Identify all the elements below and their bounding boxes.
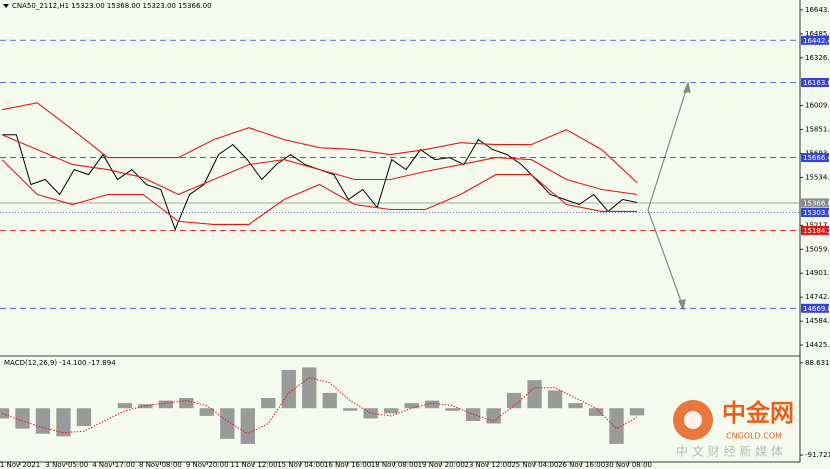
level-tag-box bbox=[801, 78, 829, 88]
level-tag-label: 16163.00 bbox=[803, 79, 830, 87]
macd-bar bbox=[445, 408, 460, 411]
level-tag-box bbox=[801, 207, 829, 217]
macd-bar bbox=[547, 390, 563, 409]
macd-bar bbox=[343, 408, 358, 411]
band-line bbox=[1, 159, 637, 225]
level-tag-box bbox=[801, 225, 829, 235]
arrow-up bbox=[647, 86, 688, 211]
macd-title: MACD(12,26,9) -14.100 -17.894 bbox=[4, 359, 116, 367]
macd-bar bbox=[15, 408, 30, 429]
macd-bar bbox=[0, 408, 10, 419]
level-tag: 15366.00 bbox=[801, 198, 830, 208]
level-tag-label: 16442.48 bbox=[803, 37, 830, 45]
watermark-domain: CNGOLD.COM bbox=[726, 432, 782, 441]
macd-signal bbox=[1, 377, 638, 435]
x-tick-label: 18 Nov 08:00 bbox=[371, 461, 418, 469]
y-tick-label: 15851.40 bbox=[805, 126, 830, 134]
x-tick-label: 9 Nov 20:00 bbox=[186, 461, 229, 469]
projection-arrows bbox=[647, 81, 691, 311]
y-tick-label: 14584.20 bbox=[805, 317, 830, 325]
level-tag-label: 14669.06 bbox=[803, 305, 830, 313]
y-tick-label: 15217.80 bbox=[805, 221, 830, 229]
watermark: 中金网 CNGOLD.COM 中 文 财 经 新 媒 体 bbox=[673, 399, 794, 459]
chart-title: CNA50_2112,H1 15323.00 15368.00 15323.00… bbox=[12, 2, 212, 10]
level-tag-box bbox=[801, 153, 829, 163]
x-tick-label: 23 Nov 12:00 bbox=[464, 461, 511, 469]
x-tick-label: 1 Nov 2021 bbox=[0, 461, 40, 469]
macd-bar bbox=[568, 403, 583, 409]
y-tick-label: 14425.80 bbox=[805, 341, 830, 349]
macd-bar bbox=[424, 400, 440, 409]
band-line bbox=[1, 134, 638, 196]
x-tick-label: 30 Nov 08:00 bbox=[605, 461, 652, 469]
menu-arrow bbox=[3, 4, 9, 8]
arrow-down bbox=[647, 209, 683, 305]
macd-bar bbox=[56, 408, 71, 437]
level-tag-box bbox=[801, 35, 829, 45]
macd-bar bbox=[179, 398, 194, 409]
macd-bar bbox=[506, 392, 522, 409]
y-tick-label: 16485.00 bbox=[805, 30, 830, 38]
x-tick-label: 25 Nov 04:00 bbox=[511, 461, 558, 469]
macd-bar bbox=[117, 403, 133, 409]
arrow-up-head bbox=[683, 81, 691, 93]
y-tick-label: 15534.60 bbox=[805, 173, 830, 181]
macd-bar bbox=[609, 408, 624, 444]
macd-bar bbox=[158, 400, 174, 409]
x-tick-label: 8 Nov 08:00 bbox=[139, 461, 182, 469]
macd-bar bbox=[302, 367, 317, 409]
level-tag: 16163.00 bbox=[801, 78, 830, 88]
macd-bar bbox=[363, 408, 378, 419]
macd-tick-label: -91.721 bbox=[805, 451, 830, 459]
y-tick-label: 14742.60 bbox=[805, 293, 830, 301]
level-tag-label: 15303.00 bbox=[803, 209, 830, 217]
x-tick-label: 16 Nov 16:00 bbox=[324, 461, 371, 469]
watermark-name: 中金网 bbox=[722, 399, 794, 427]
level-tag-label: 15666.41 bbox=[803, 154, 830, 162]
arrow-down-head bbox=[678, 299, 686, 311]
macd-bar bbox=[261, 398, 276, 409]
macd-bar bbox=[322, 392, 337, 409]
level-tag-box bbox=[801, 198, 829, 208]
macd-bar bbox=[240, 408, 255, 444]
macd-bar bbox=[527, 380, 542, 409]
logo-inner bbox=[684, 411, 702, 429]
level-tag-label: 15184.26 bbox=[803, 227, 830, 235]
level-tag: 15666.41 bbox=[801, 153, 830, 163]
y-tick-label: 14901.00 bbox=[805, 269, 830, 277]
macd-bar bbox=[76, 408, 92, 427]
macd-bar bbox=[138, 404, 153, 409]
level-tag-box bbox=[801, 303, 829, 313]
watermark-slogan: 中 文 财 经 新 媒 体 bbox=[676, 444, 783, 459]
x-tick-label: 15 Nov 04:00 bbox=[277, 461, 324, 469]
x-tick-label: 3 Nov 05:00 bbox=[45, 461, 88, 469]
band-line bbox=[1, 102, 638, 184]
macd-tick-label: 88.631 bbox=[805, 359, 830, 367]
macd-bar bbox=[384, 408, 399, 414]
macd-bar bbox=[486, 408, 501, 424]
macd-bar bbox=[220, 408, 235, 439]
x-tick-label: 19 Nov 20:00 bbox=[418, 461, 465, 469]
level-tag: 15303.00 bbox=[801, 207, 830, 217]
macd-bar bbox=[588, 408, 604, 416]
macd-bar bbox=[281, 369, 296, 409]
macd-bar bbox=[404, 403, 419, 409]
macd-bar bbox=[199, 408, 215, 416]
level-tag: 16442.48 bbox=[801, 35, 830, 45]
x-tick-label: 26 Nov 16:00 bbox=[558, 461, 605, 469]
y-tick-label: 16643.40 bbox=[805, 6, 830, 14]
level-tag: 14669.06 bbox=[801, 303, 830, 313]
y-tick-label: 16009.80 bbox=[805, 102, 830, 110]
y-tick-label: 16326.60 bbox=[805, 54, 830, 62]
x-tick-label: 11 Nov 12:00 bbox=[230, 461, 277, 469]
level-tag-label: 15366.00 bbox=[803, 199, 830, 207]
macd-bar bbox=[629, 408, 645, 416]
x-tick-label: 4 Nov 17:00 bbox=[92, 461, 135, 469]
level-tag: 15184.26 bbox=[801, 225, 830, 235]
y-tick-label: 15059.40 bbox=[805, 245, 830, 253]
macd-bar bbox=[35, 408, 51, 434]
